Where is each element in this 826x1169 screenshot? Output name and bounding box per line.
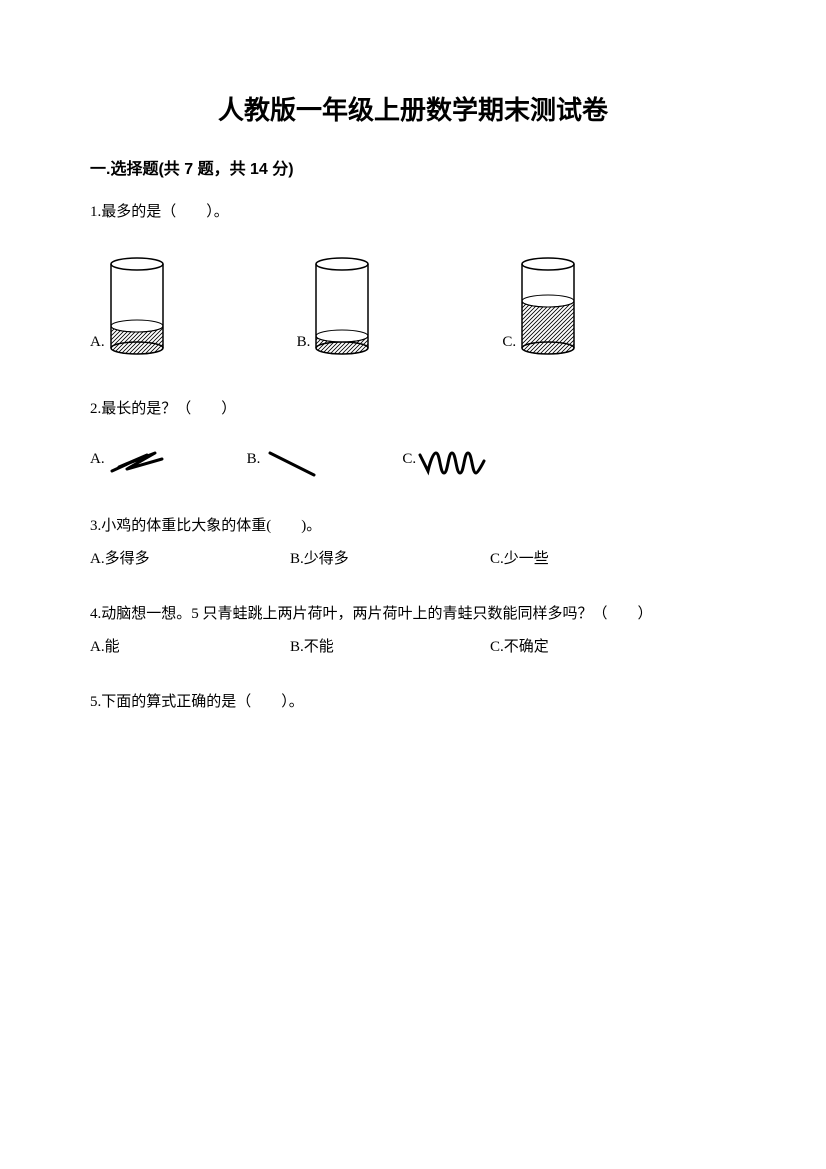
q2-option-b-label: B. — [247, 446, 261, 473]
question-1-options: A. B. — [90, 256, 736, 356]
q1-option-c-label: C. — [502, 329, 516, 356]
cylinder-c-icon — [518, 256, 578, 356]
question-3: 3.小鸡的体重比大象的体重( )。 A.多得多 B.少得多 C.少一些 — [90, 513, 736, 573]
q3-option-c: C.少一些 — [490, 546, 690, 573]
q1-option-b: B. — [297, 256, 373, 356]
q4-option-c: C.不确定 — [490, 634, 690, 661]
q2-option-c-label: C. — [402, 446, 416, 473]
zigzag-icon — [107, 449, 167, 479]
q2-option-b: B. — [247, 443, 323, 473]
q4-option-b: B.不能 — [290, 634, 490, 661]
question-4-text: 4.动脑想一想。5 只青蛙跳上两片荷叶，两片荷叶上的青蛙只数能同样多吗？（ ） — [90, 601, 736, 628]
q3-option-b: B.少得多 — [290, 546, 490, 573]
line-icon — [262, 449, 322, 479]
q1-option-b-label: B. — [297, 329, 311, 356]
section-heading: 一.选择题(共 7 题，共 14 分) — [90, 155, 736, 179]
cylinder-b-icon — [312, 256, 372, 356]
q2-option-a-label: A. — [90, 446, 105, 473]
q4-option-a: A.能 — [90, 634, 290, 661]
q2-option-a: A. — [90, 443, 167, 473]
question-3-options: A.多得多 B.少得多 C.少一些 — [90, 546, 736, 573]
question-3-text: 3.小鸡的体重比大象的体重( )。 — [90, 513, 736, 540]
question-4-options: A.能 B.不能 C.不确定 — [90, 634, 736, 661]
question-2-text: 2.最长的是？（ ） — [90, 396, 736, 423]
question-4: 4.动脑想一想。5 只青蛙跳上两片荷叶，两片荷叶上的青蛙只数能同样多吗？（ ） … — [90, 601, 736, 661]
question-2-options: A. B. C. — [90, 443, 736, 473]
q2-option-c: C. — [402, 443, 488, 473]
question-1-text: 1.最多的是（ ）。 — [90, 199, 736, 226]
page: 人教版一年级上册数学期末测试卷 一.选择题(共 7 题，共 14 分) 1.最多… — [0, 0, 826, 716]
question-1: 1.最多的是（ ）。 A. — [90, 199, 736, 356]
loops-icon — [418, 449, 488, 479]
question-2: 2.最长的是？（ ） A. B. C. — [90, 396, 736, 473]
q1-option-c: C. — [502, 256, 578, 356]
page-title: 人教版一年级上册数学期末测试卷 — [90, 90, 736, 127]
q1-option-a-label: A. — [90, 329, 105, 356]
question-5: 5.下面的算式正确的是（ ）。 — [90, 689, 736, 716]
q1-option-a: A. — [90, 256, 167, 356]
question-5-text: 5.下面的算式正确的是（ ）。 — [90, 689, 736, 716]
cylinder-a-icon — [107, 256, 167, 356]
q3-option-a: A.多得多 — [90, 546, 290, 573]
